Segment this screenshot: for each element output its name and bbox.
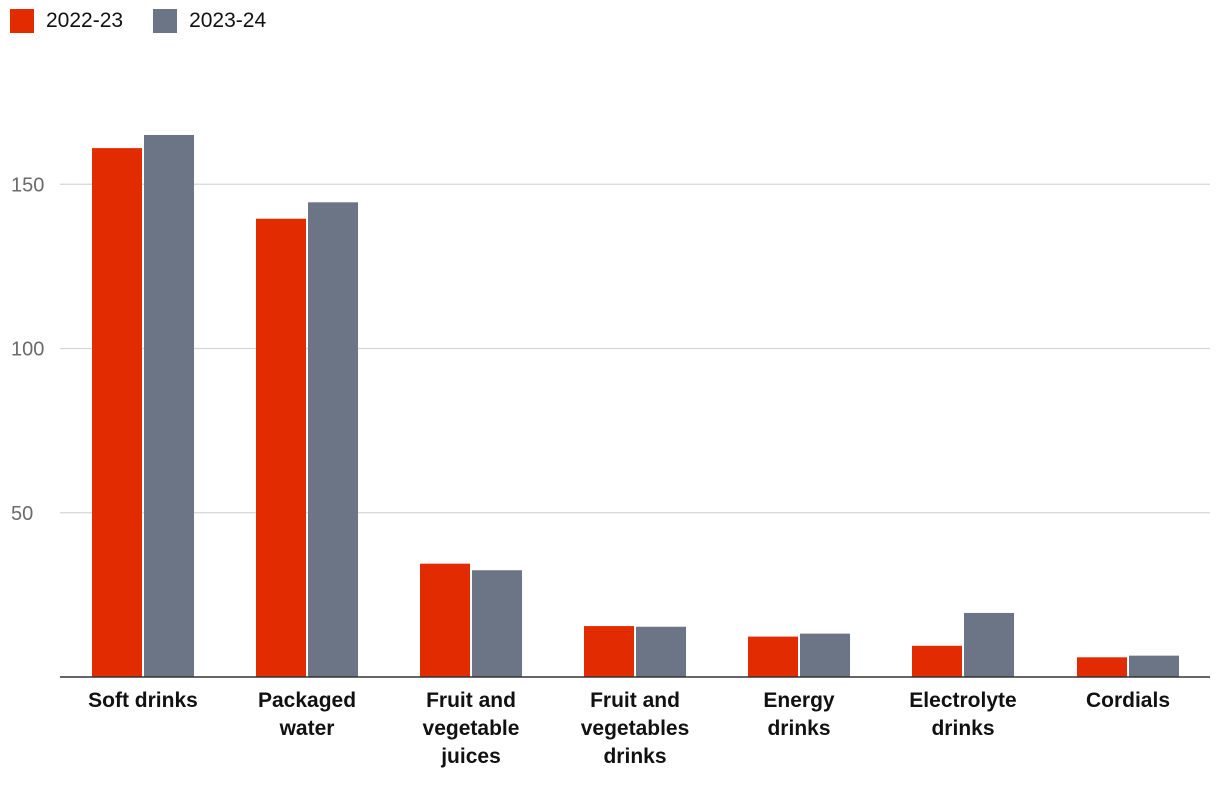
bar-2022-23-0 [92,148,142,678]
x-tick-label-4: Energy drinks [763,689,835,740]
bar-2022-23-6 [1077,657,1127,677]
bar-2022-23-4 [748,636,798,677]
x-tick-label-3: Fruit and vegetables drinks [581,689,690,768]
x-tick-label-line: drinks [767,717,830,740]
x-tick-label-line: juices [440,745,501,768]
x-tick-label-line: vegetables [581,717,690,740]
legend-item-2023-24[interactable]: 2023-24 [153,9,266,33]
bar-2022-23-2 [420,563,470,677]
bar-2023-24-0 [144,134,194,678]
legend-item-2022-23[interactable]: 2022-23 [10,9,123,33]
bar-2023-24-3 [636,626,686,677]
bar-2023-24-4 [800,633,850,677]
y-tick-label-150: 150 [11,174,44,196]
legend-swatch-2023-24 [153,9,178,33]
bar-2023-24-6 [1129,655,1179,677]
bar-2023-24-5 [964,612,1014,677]
x-tick-label-line: water [279,717,335,740]
x-tick-label-line: Soft drinks [88,689,198,712]
x-tick-label-2: Fruit and vegetable juices [423,689,520,768]
bar-2022-23-5 [912,645,962,677]
bar-2023-24-1 [308,202,358,677]
x-tick-label-line: Packaged [258,689,356,712]
x-tick-label-0: Soft drinks [88,689,198,712]
x-tick-label-line: drinks [931,717,994,740]
x-tick-label-5: Electrolyte drinks [909,689,1016,740]
x-tick-label-line: vegetable [423,717,520,740]
x-tick-label-line: Fruit and [426,689,516,712]
x-tick-label-line: Fruit and [590,689,680,712]
bar-2023-24-2 [472,570,522,677]
x-tick-label-line: drinks [603,745,666,768]
legend-label-2022-23: 2022-23 [46,9,124,32]
bar-2022-23-3 [584,626,634,677]
x-tick-label-6: Cordials [1086,689,1170,712]
bar-2022-23-1 [256,218,306,677]
x-tick-label-1: Packaged water [258,689,356,740]
legend-swatch-2022-23 [10,9,34,33]
x-tick-label-line: Energy [763,689,835,712]
x-tick-label-line: Electrolyte [909,689,1016,712]
legend-label-2023-24: 2023-24 [189,9,267,32]
y-tick-label-50: 50 [11,503,33,525]
x-tick-label-line: Cordials [1086,689,1170,712]
legend: 2022-23 2023-24 [10,9,266,33]
y-tick-label-100: 100 [11,339,44,361]
